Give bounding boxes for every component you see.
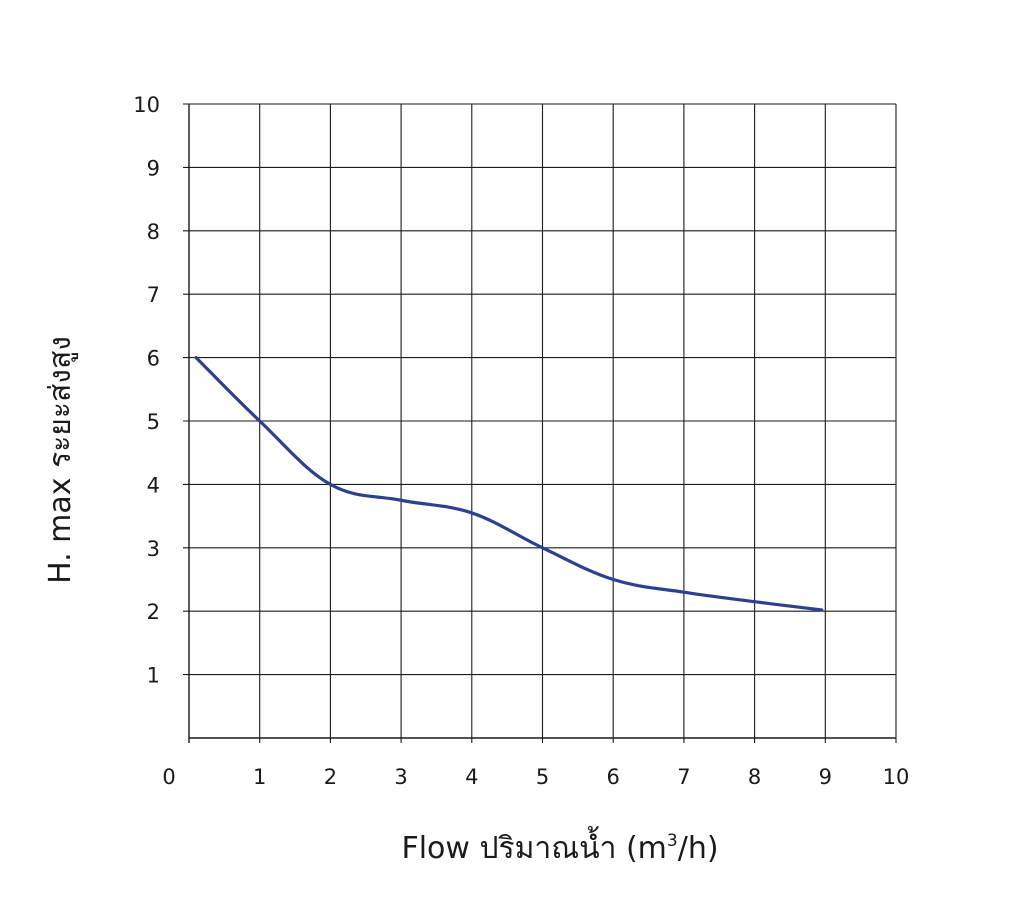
- x-tick-label-3: 3: [394, 765, 407, 789]
- x-tick-label-0: 0: [162, 765, 175, 789]
- x-tick-label-7: 7: [677, 765, 690, 789]
- x-tick-label-10: 10: [883, 765, 910, 789]
- y-tick-label-5: 5: [147, 410, 160, 434]
- y-tick-label-7: 7: [147, 283, 160, 307]
- axes: [188, 104, 896, 743]
- series-line-0: [194, 356, 824, 612]
- x-tick-label-8: 8: [748, 765, 761, 789]
- y-tick-label-6: 6: [147, 347, 160, 371]
- x-tick-label-1: 1: [253, 765, 266, 789]
- y-tick-label-4: 4: [147, 473, 160, 497]
- x-axis-title-main: Flow ปริมาณน้ำ (m: [401, 826, 666, 866]
- x-tick-label-9: 9: [819, 765, 832, 789]
- x-tick-label-4: 4: [465, 765, 478, 789]
- x-axis-title: Flow ปริมาณน้ำ (m3/h): [401, 826, 718, 866]
- x-tick-label-2: 2: [324, 765, 337, 789]
- y-axis-title: H. max ระยะส่งสูง: [43, 336, 78, 584]
- x-tick-label-5: 5: [536, 765, 549, 789]
- x-tick-label-6: 6: [607, 765, 620, 789]
- series-layer: [194, 356, 824, 612]
- grid: [183, 103, 897, 743]
- y-tick-label-8: 8: [147, 220, 160, 244]
- x-axis-title-superscript: 3: [667, 831, 678, 851]
- y-tick-label-10: 10: [133, 93, 160, 117]
- y-tick-label-2: 2: [147, 600, 160, 624]
- tick-labels: 0 1 2 3 4 5 6 7 8 9 10 1 2 3 4 5 6 7 8 9 10: [133, 93, 909, 789]
- y-tick-label-1: 1: [147, 664, 160, 688]
- y-tick-label-3: 3: [147, 537, 160, 561]
- y-tick-label-9: 9: [147, 156, 160, 180]
- x-axis-title-unit-end: /h): [678, 831, 719, 866]
